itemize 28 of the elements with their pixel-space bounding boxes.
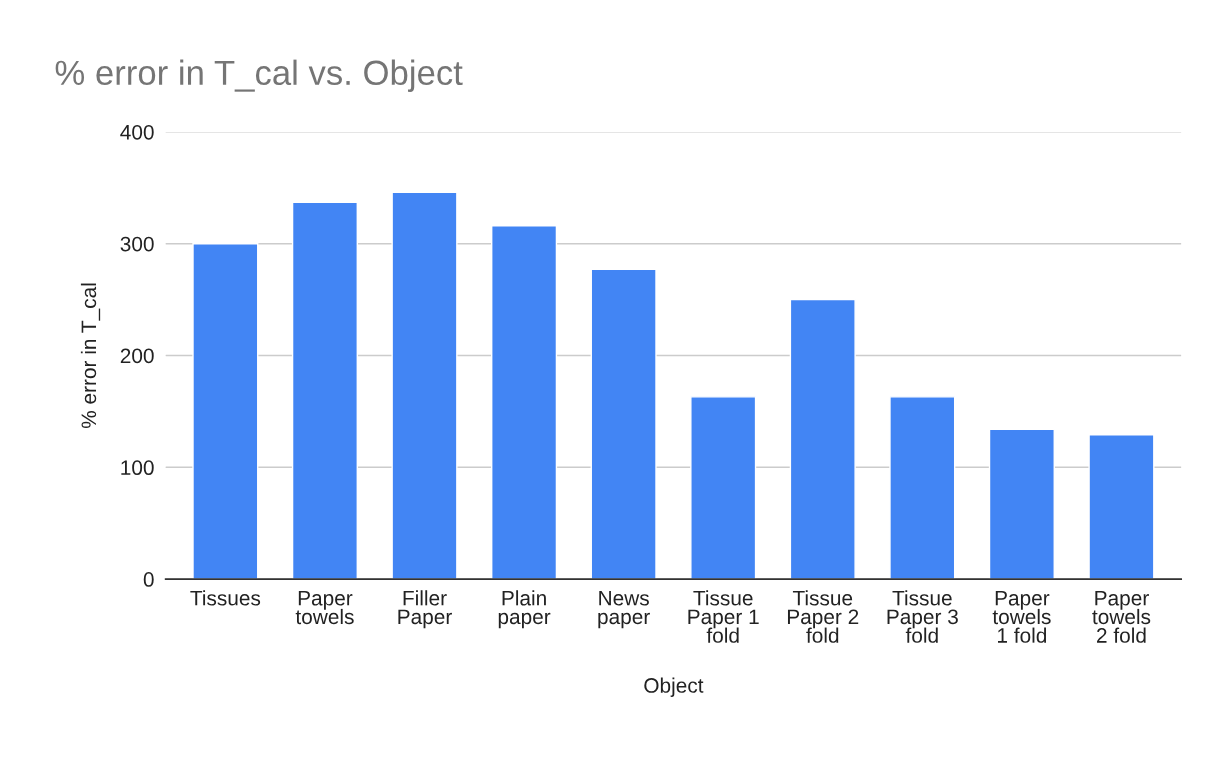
y-tick-label: 400 [120,124,154,140]
chart-title: % error in T_cal vs. Object [55,59,463,92]
bar [491,225,558,580]
x-tick-label: Plain paper [498,590,551,629]
bar [291,201,358,580]
bar [789,298,856,580]
bar [192,243,259,580]
x-tick-label: Tissue Paper 1 fold [688,590,759,643]
x-tick-label: Paper towels 2 fold [1092,590,1151,643]
y-tick-label: 0 [143,572,154,587]
x-tick-label: Tissue Paper 3 fold [887,590,958,643]
bar [590,268,657,580]
y-tick-label: 300 [120,236,154,252]
bar [988,428,1055,580]
bar [889,396,956,580]
x-tick-label: Tissues [190,590,261,606]
y-tick-label: 200 [120,348,154,364]
x-tick-label: Paper towels [295,590,354,625]
y-axis-title: % error in T_cal [80,283,101,429]
bar [391,191,458,580]
bar [1088,434,1155,580]
x-axis-title: Object [644,677,704,697]
bar [690,396,757,580]
y-tick-label: 100 [121,460,154,476]
x-tick-label: Filler Paper [398,590,452,629]
x-tick-label: Paper towels 1 fold [992,590,1051,643]
x-tick-label: News paper [598,590,650,629]
x-tick-label: Tissue Paper 2 fold [787,590,859,643]
